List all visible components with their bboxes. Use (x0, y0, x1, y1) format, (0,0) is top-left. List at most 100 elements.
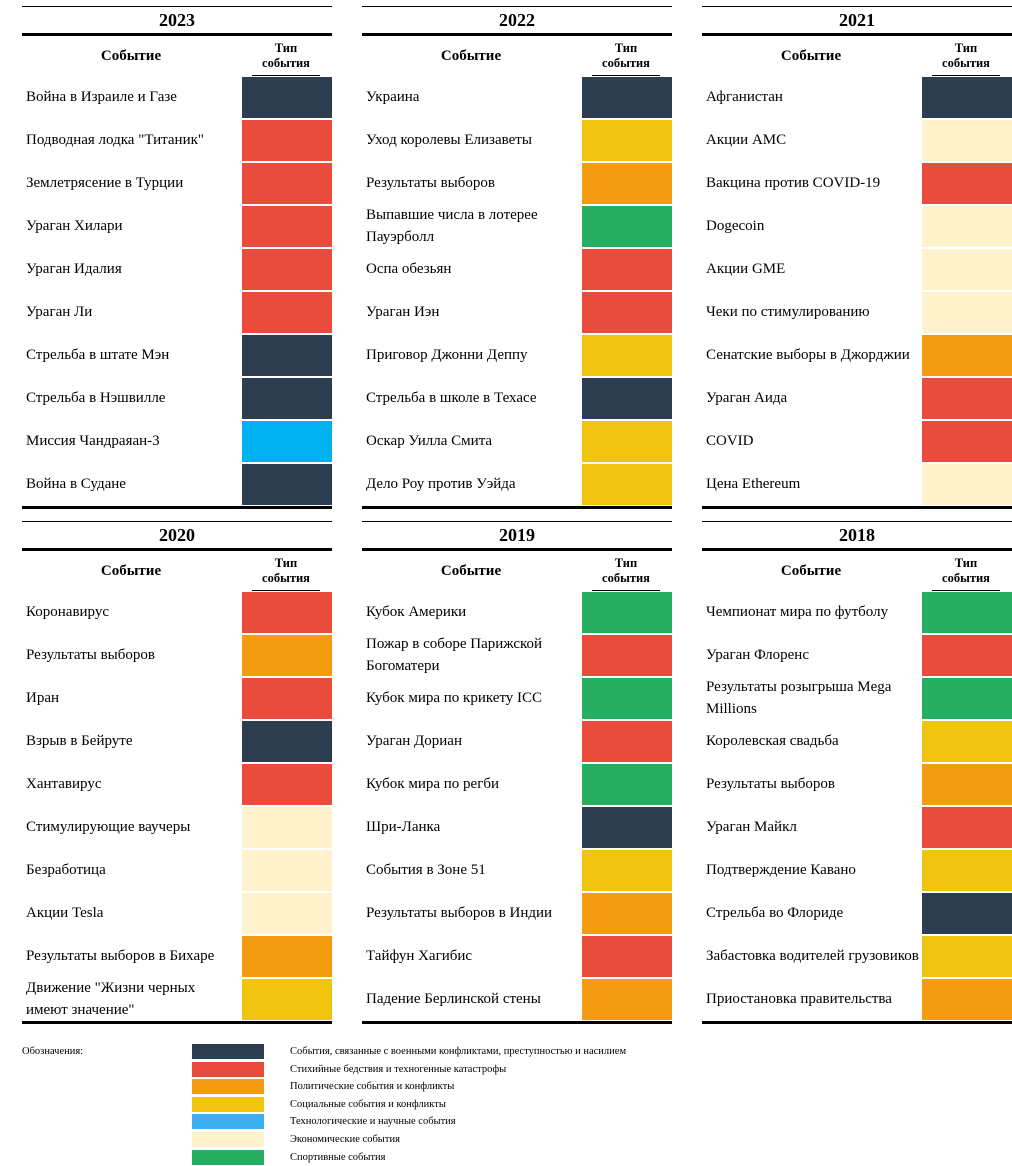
type-cell (580, 764, 672, 805)
column-header: Тип события (932, 551, 1000, 591)
type-cell (240, 936, 332, 977)
event-name: Стрельба в школе в Техасе (366, 389, 537, 406)
type-cell (580, 206, 672, 247)
event-name: Стрельба в штате Мэн (26, 346, 170, 363)
type-cell (240, 979, 332, 1020)
event-name: Подводная лодка "Титаник" (26, 131, 205, 148)
type-cell (240, 893, 332, 934)
panel-bottom-line (22, 1021, 332, 1024)
type-cell (920, 635, 1012, 676)
year-header: 2020 (22, 521, 332, 551)
type-cell (240, 764, 332, 805)
event-name: Безработица (26, 861, 106, 878)
event-name: Ураган Хилари (26, 217, 123, 234)
event-name: Акции GME (706, 260, 786, 277)
event-name: Результаты выборов в Индии (366, 904, 553, 921)
type-cell (580, 249, 672, 290)
event-name: Ураган Майкл (706, 818, 797, 835)
event-name: Результаты выборов в Бихаре (26, 947, 215, 964)
panel-bottom-line (362, 506, 672, 509)
type-cell (580, 721, 672, 762)
type-cell (240, 721, 332, 762)
type-cell (920, 850, 1012, 891)
event-name: Афганистан (706, 88, 783, 105)
event-name: Ураган Иэн (366, 303, 440, 320)
event-name: Приостановка правительства (706, 990, 892, 1007)
event-name: Хантавирус (26, 775, 102, 792)
event-name: Коронавирус (26, 603, 110, 620)
column-header: Тип события (252, 551, 320, 591)
event-name: Землетрясение в Турции (26, 174, 184, 191)
legend-swatch (192, 1149, 264, 1165)
type-cell (240, 807, 332, 848)
event-name: Результаты выборов (706, 775, 835, 792)
event-name: Ураган Идалия (26, 260, 122, 277)
type-cell (920, 206, 1012, 247)
type-cell (920, 464, 1012, 505)
event-name: Уход королевы Елизаветы (366, 131, 532, 148)
type-cell (920, 807, 1012, 848)
column-header: Тип события (592, 551, 660, 591)
event-name: Тайфун Хагибис (366, 947, 473, 964)
legend-label: Социальные события и конфликты (290, 1098, 446, 1110)
type-cell (240, 678, 332, 719)
event-name: Вакцина против COVID-19 (706, 174, 881, 191)
event-name: Война в Судане (26, 475, 126, 492)
column-header: Событие (780, 47, 842, 64)
event-name: Кубок мира по регби (366, 775, 500, 792)
event-name: Ураган Аида (706, 389, 788, 406)
event-name: Оспа обезьян (366, 260, 452, 277)
type-cell (240, 77, 332, 118)
type-cell (580, 979, 672, 1020)
type-cell (240, 421, 332, 462)
panel-bottom-line (702, 506, 1012, 509)
event-name: Чемпионат мира по футболу (706, 603, 889, 620)
event-name: Дело Роу против Уэйда (366, 475, 516, 492)
event-name: Иран (26, 689, 60, 706)
event-name: Стимулирующие ваучеры (26, 818, 191, 835)
type-cell (920, 979, 1012, 1020)
type-cell (580, 893, 672, 934)
event-name: Шри-Ланка (366, 818, 441, 835)
event-name: События в Зоне 51 (366, 861, 486, 878)
event-name: Приговор Джонни Деппу (366, 346, 528, 363)
year-header: 2018 (702, 521, 1012, 551)
type-cell (920, 163, 1012, 204)
type-cell (580, 936, 672, 977)
type-cell (240, 335, 332, 376)
legend-swatch (192, 1096, 264, 1112)
type-cell (580, 120, 672, 161)
event-name: Война в Израиле и Газе (26, 88, 177, 105)
type-cell (240, 120, 332, 161)
event-name: Стрельба во Флориде (706, 904, 844, 921)
column-header: Событие (440, 562, 502, 579)
type-cell (920, 936, 1012, 977)
legend-label: События, связанные с военными конфликтам… (290, 1046, 627, 1057)
event-name: Движение "Жизни черных имеют значение" (26, 979, 196, 1018)
event-name: Кубок Америки (366, 603, 467, 620)
type-cell (580, 678, 672, 719)
event-name: Миссия Чандраяан-3 (26, 432, 160, 449)
type-cell (920, 77, 1012, 118)
event-name: Выпавшие числа в лотерее Пауэрболл (366, 206, 538, 245)
year-header: 2022 (362, 6, 672, 36)
event-name: Королевская свадьба (706, 732, 839, 749)
event-name: Кубок мира по крикету ICC (366, 689, 543, 706)
event-name: Оскар Уилла Смита (366, 432, 493, 449)
legend-label: Технологические и научные события (290, 1116, 456, 1128)
event-name: Подтверждение Кавано (706, 861, 856, 878)
legend-label: Политические события и конфликты (290, 1081, 455, 1093)
year-header: 2023 (22, 6, 332, 36)
event-name: Результаты розыгрыша Mega Millions (706, 678, 892, 717)
type-cell (580, 335, 672, 376)
type-cell (920, 249, 1012, 290)
type-cell (240, 592, 332, 633)
type-cell (580, 850, 672, 891)
legend-label: Спортивные события (290, 1151, 386, 1163)
event-name: Акции AMC (706, 131, 787, 148)
legend-title: Обозначения: (22, 1046, 84, 1057)
type-cell (580, 464, 672, 505)
legend-label: Стихийные бедствия и техногенные катастр… (290, 1063, 507, 1075)
panel-bottom-line (22, 506, 332, 509)
event-name: Dogecoin (706, 217, 765, 234)
